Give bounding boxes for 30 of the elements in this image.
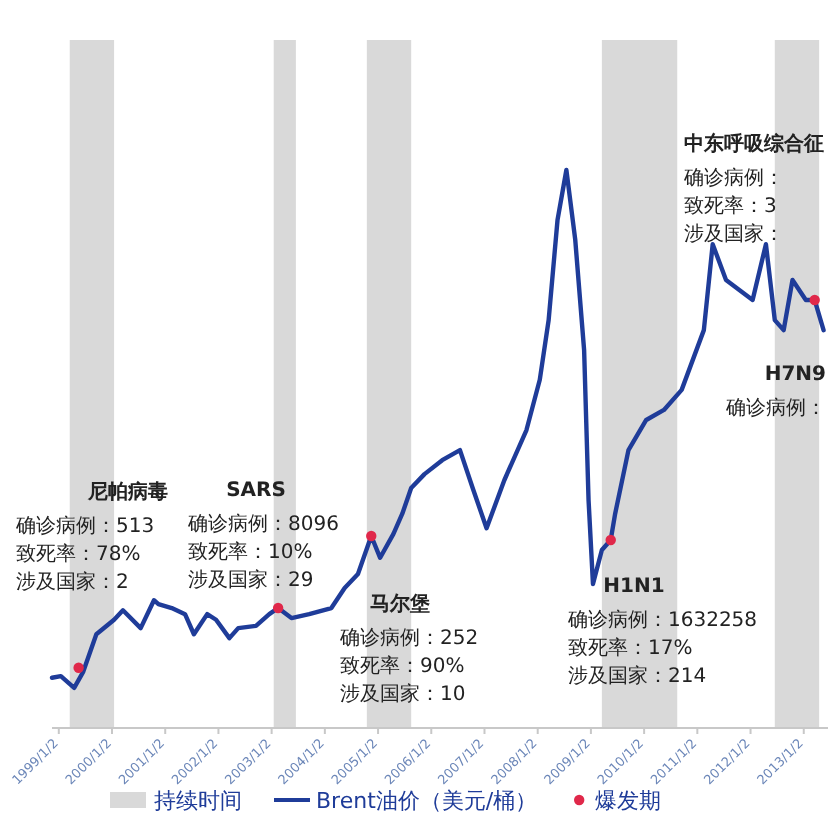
annotation: 涉及国家：10 (340, 682, 466, 706)
point (605, 534, 616, 546)
annotation: 确诊病例： (724, 396, 826, 420)
text: 中东呼吸综合征 (684, 132, 824, 156)
legend-label: Brent油价（美元/桶） (316, 788, 538, 814)
annotation: 确诊病例：1632258 (566, 608, 758, 632)
legend-label: 爆发期 (595, 788, 662, 814)
annotation: SARS (226, 480, 286, 502)
point (366, 530, 377, 542)
annotation: 致死率：90% (340, 654, 465, 678)
annotation: 涉及国家： (684, 222, 784, 246)
annotation: 涉及国家：29 (188, 568, 314, 592)
point (272, 602, 284, 614)
annotation: H7N9 (764, 364, 827, 386)
annotation: 致死率：78% (16, 542, 141, 566)
annotation: H1N1 (603, 576, 665, 598)
annotation: 马尔堡 (370, 592, 430, 616)
annotation: 致死率：10% (188, 540, 313, 564)
annotation: 尼帕病毒 (86, 480, 168, 504)
annotation: 确诊病例：8096 (186, 512, 339, 536)
annotation: 致死率：17% (568, 636, 693, 660)
annotation: 确诊病例：252 (338, 626, 479, 650)
annotation: 涉及国家：214 (568, 664, 707, 688)
point (809, 294, 820, 306)
annotation: 涉及国家：2 (16, 570, 129, 594)
point (73, 662, 84, 673)
annotation: 确诊病例： (682, 166, 784, 190)
annotation: 致死率：3 (684, 194, 777, 218)
annotation: 确诊病例：513 (14, 514, 155, 538)
legend-label: 持续时间 (154, 788, 242, 814)
